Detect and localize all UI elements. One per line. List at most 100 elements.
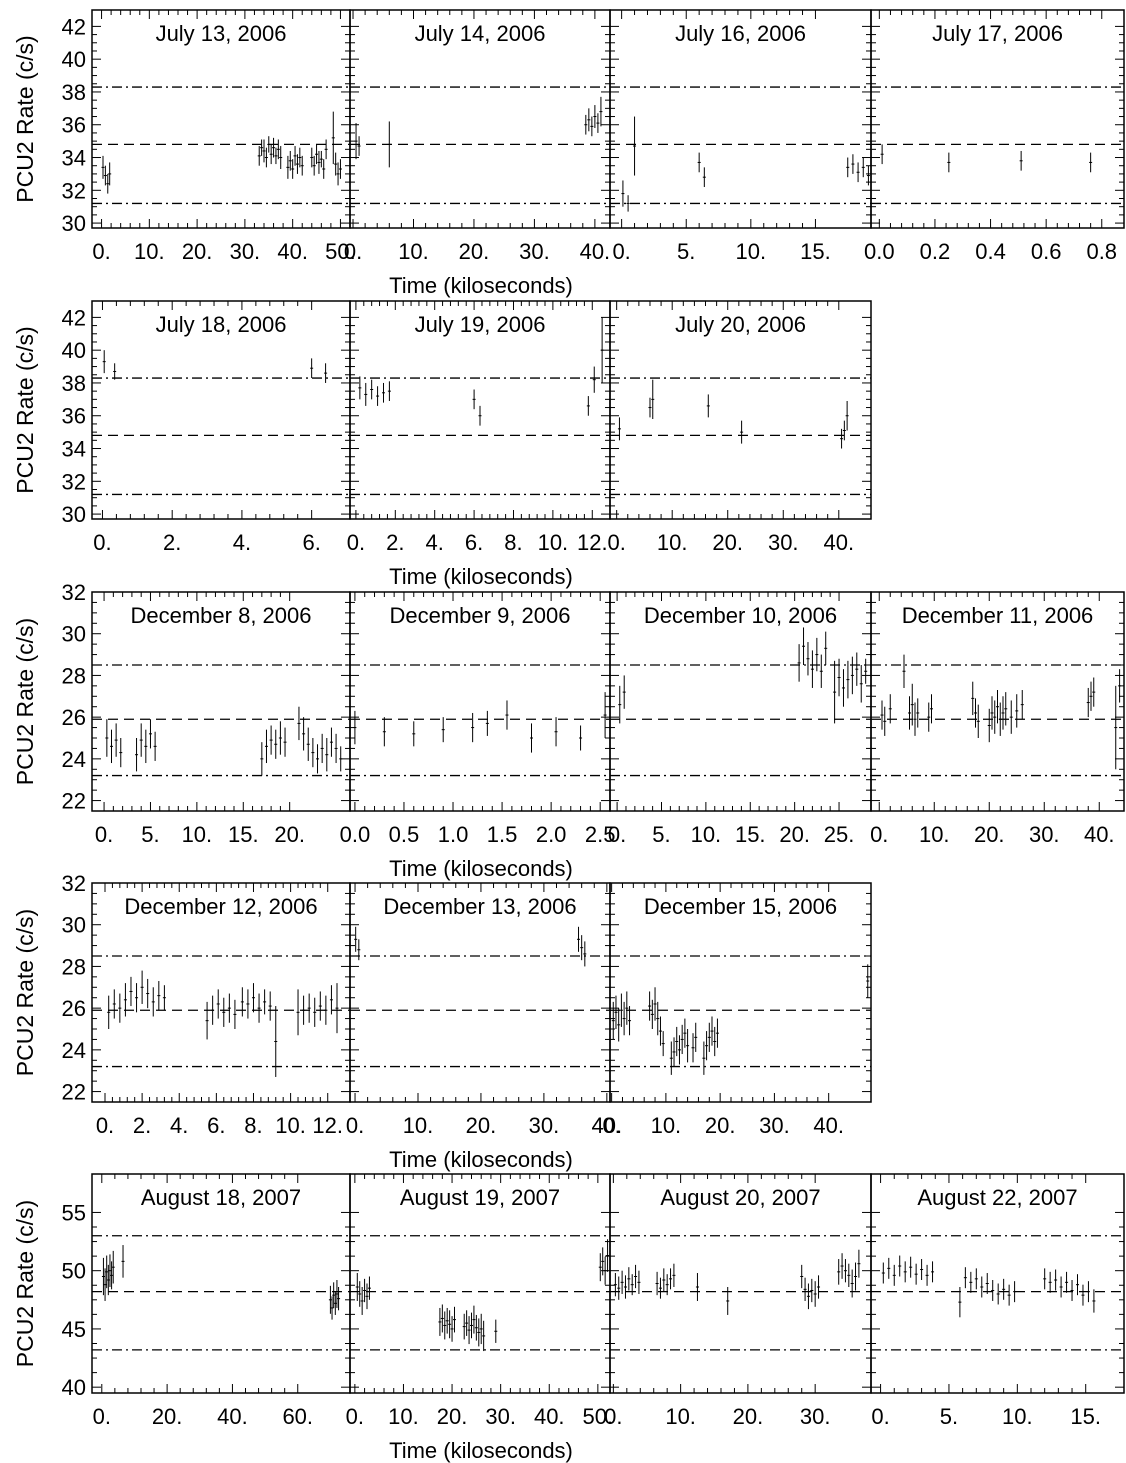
data-point (710, 1016, 714, 1046)
data-point (262, 139, 266, 163)
data-point (592, 366, 596, 393)
data-point (357, 136, 361, 156)
x-tick-label: 0. (346, 1404, 364, 1429)
data-point (328, 1285, 332, 1314)
data-point (598, 1253, 602, 1282)
data-point (665, 1274, 669, 1296)
data-point (806, 1283, 810, 1310)
data-point (318, 991, 322, 1021)
data-point (861, 157, 865, 178)
data-point (472, 389, 476, 410)
data-point (1089, 681, 1093, 711)
data-point (151, 987, 155, 1017)
data-point (288, 150, 292, 171)
y-tick-label: 36 (62, 404, 86, 429)
data-point (694, 1022, 698, 1052)
data-point (620, 1270, 624, 1294)
data-point (554, 717, 558, 747)
data-point (596, 113, 600, 133)
data-point (445, 1307, 449, 1334)
panel-title: July 13, 2006 (156, 21, 287, 46)
data-point (963, 1267, 967, 1289)
data-point (505, 700, 509, 730)
data-point (381, 382, 385, 403)
x-tick-label: 2. (163, 530, 181, 555)
y-tick-label: 42 (62, 14, 86, 39)
data-point (833, 660, 837, 724)
data-point (851, 154, 855, 174)
panel-0-1: 0. 10. 20. 30. 40. July 14, 2006 (344, 9, 611, 264)
y-tick-label: 38 (62, 80, 86, 105)
data-point (251, 983, 255, 1013)
x-tick-label: 10. (182, 822, 213, 847)
data-point (264, 729, 268, 764)
data-point (267, 136, 271, 153)
data-point (310, 358, 314, 379)
data-point (264, 147, 268, 168)
data-point (306, 727, 310, 761)
data-point (336, 162, 340, 186)
data-point (705, 1031, 709, 1061)
data-point (317, 150, 321, 174)
data-point (974, 698, 977, 728)
y-tick-label: 22 (62, 789, 86, 814)
x-axis-title: Time (kiloseconds) (389, 564, 573, 589)
x-tick-label: 10. (651, 1113, 682, 1138)
y-tick-label: 26 (62, 996, 86, 1021)
data-point (360, 1286, 364, 1315)
x-tick-label: 5. (652, 822, 670, 847)
y-tick-label: 45 (62, 1317, 86, 1342)
panel-title: December 15, 2006 (644, 894, 837, 919)
x-tick-label: 10. (657, 530, 688, 555)
data-point (726, 1286, 730, 1315)
data-point (691, 1033, 695, 1063)
data-point (887, 1257, 891, 1279)
x-tick-label: 40. (592, 1113, 623, 1138)
data-point (272, 137, 276, 158)
panel-title: December 12, 2006 (124, 894, 317, 919)
data-point (627, 1267, 631, 1291)
data-point (135, 738, 139, 772)
x-tick-label: 40. (823, 530, 854, 555)
data-point (146, 978, 150, 1009)
data-point (580, 935, 584, 961)
x-tick-label: 20. (705, 1113, 736, 1138)
data-point (881, 1262, 885, 1284)
data-point (322, 159, 326, 179)
y-tick-label: 28 (62, 663, 86, 688)
panel-4-3: 0. 5. 10. 15. August 22, 2007 (870, 1173, 1125, 1429)
data-point (119, 738, 123, 768)
x-tick-label: 60. (282, 1404, 313, 1429)
panel-0-3: 0.0 0.2 0.4 0.6 0.8 July 17, 2006 (864, 9, 1125, 264)
data-point (471, 712, 475, 743)
panel-frame (870, 591, 1125, 812)
data-point (996, 1283, 1000, 1305)
data-point (260, 742, 264, 776)
data-point (462, 1313, 466, 1340)
data-point (107, 995, 111, 1029)
data-point (846, 660, 850, 699)
data-point (947, 152, 951, 173)
y-axis-title: PCU2 Rate (c/s) (12, 1200, 38, 1367)
data-point (283, 727, 287, 757)
data-point (302, 717, 306, 751)
data-point (311, 738, 315, 768)
x-tick-label: 1.0 (438, 822, 469, 847)
panel-row-0: 30 32 34 36 38 40 42 0. 10. 20. 30. 40. 50. July 13, … (12, 9, 1125, 298)
x-tick-label: 10. (1002, 1404, 1033, 1429)
x-tick-label: 40. (217, 1404, 248, 1429)
x-tick-label: 2. (133, 1113, 151, 1138)
x-tick-label: 10. (388, 1404, 419, 1429)
data-point (702, 1041, 706, 1075)
data-point (1086, 1281, 1090, 1303)
x-tick-label: 0.6 (1031, 239, 1062, 264)
data-point (269, 144, 273, 165)
panel-title: July 19, 2006 (415, 312, 546, 337)
data-point (108, 1254, 112, 1287)
data-point (672, 1037, 676, 1067)
data-point (412, 721, 416, 747)
data-point (695, 1273, 699, 1301)
x-tick-label: 0. (346, 1113, 364, 1138)
data-point (479, 1313, 483, 1345)
